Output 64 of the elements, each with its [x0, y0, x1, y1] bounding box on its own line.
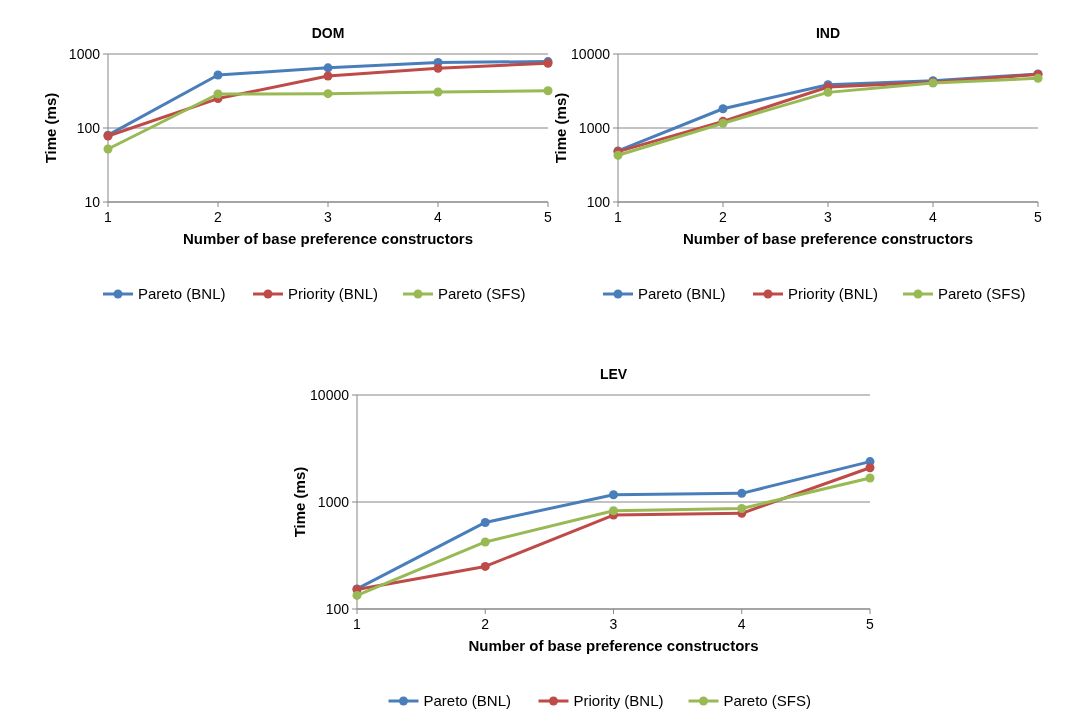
- x-tick-label: 4: [737, 616, 746, 632]
- point: [609, 506, 618, 516]
- point: [323, 71, 333, 81]
- point: [543, 86, 553, 96]
- x-tick-label: 3: [609, 616, 618, 632]
- point: [609, 490, 618, 500]
- legend-label: Pareto (BNL): [638, 285, 726, 303]
- chart-title: DOM: [311, 25, 345, 41]
- point: [865, 463, 875, 473]
- x-tick-label: 1: [614, 209, 623, 225]
- legend-label: Pareto (SFS): [938, 285, 1026, 303]
- y-axis-title: Time (ms): [42, 92, 59, 164]
- y-tick-label: 10000: [310, 386, 350, 403]
- y-tick-label: 100: [325, 600, 350, 617]
- x-tick-label: 3: [324, 209, 333, 225]
- x-tick-label: 2: [719, 209, 728, 225]
- legend-label: Pareto (SFS): [723, 692, 812, 710]
- point: [1033, 73, 1043, 83]
- x-tick-label: 5: [544, 209, 553, 225]
- x-tick-label: 5: [866, 616, 875, 632]
- point: [433, 87, 443, 97]
- x-tick-label: 5: [1034, 209, 1043, 225]
- y-tick-label: 10000: [571, 45, 611, 62]
- x-tick-label: 1: [104, 209, 113, 225]
- legend-label: Priority (BNL): [573, 692, 664, 710]
- y-tick-label: 1000: [578, 119, 611, 136]
- x-tick-label: 2: [481, 616, 490, 632]
- y-axis-title: Time (ms): [291, 466, 308, 538]
- chart-title: IND: [815, 25, 841, 41]
- point: [433, 63, 443, 73]
- point: [103, 144, 113, 154]
- point: [213, 89, 223, 99]
- legend-label: Pareto (BNL): [423, 692, 512, 710]
- legend-label: Pareto (SFS): [438, 285, 526, 303]
- chart-title: LEV: [599, 366, 628, 382]
- point: [823, 87, 833, 97]
- legend-label: Priority (BNL): [288, 285, 379, 303]
- y-axis-title: Time (ms): [552, 92, 569, 164]
- point: [480, 561, 490, 571]
- point: [480, 517, 490, 527]
- point: [718, 104, 728, 114]
- y-tick-label: 1000: [317, 493, 350, 510]
- point: [865, 473, 875, 483]
- x-axis-title: Number of base preference constructors: [468, 637, 759, 654]
- legend-label: Pareto (BNL): [138, 285, 226, 303]
- point: [737, 488, 747, 498]
- point: [323, 63, 333, 73]
- point: [323, 89, 333, 99]
- point: [737, 503, 747, 513]
- x-tick-label: 3: [824, 209, 833, 225]
- y-tick-label: 100: [586, 193, 611, 210]
- y-tick-label: 1000: [68, 45, 101, 62]
- y-tick-label: 10: [84, 193, 101, 210]
- legend-label: Priority (BNL): [788, 285, 879, 303]
- x-tick-label: 1: [353, 616, 362, 632]
- point: [352, 590, 362, 600]
- y-tick-label: 100: [76, 119, 101, 136]
- x-tick-label: 4: [929, 209, 938, 225]
- point: [480, 537, 490, 547]
- x-axis-title: Number of base preference constructors: [682, 230, 974, 247]
- x-tick-label: 2: [214, 209, 223, 225]
- x-axis-title: Number of base preference constructors: [182, 230, 474, 247]
- x-tick-label: 4: [434, 209, 443, 225]
- point: [213, 70, 223, 80]
